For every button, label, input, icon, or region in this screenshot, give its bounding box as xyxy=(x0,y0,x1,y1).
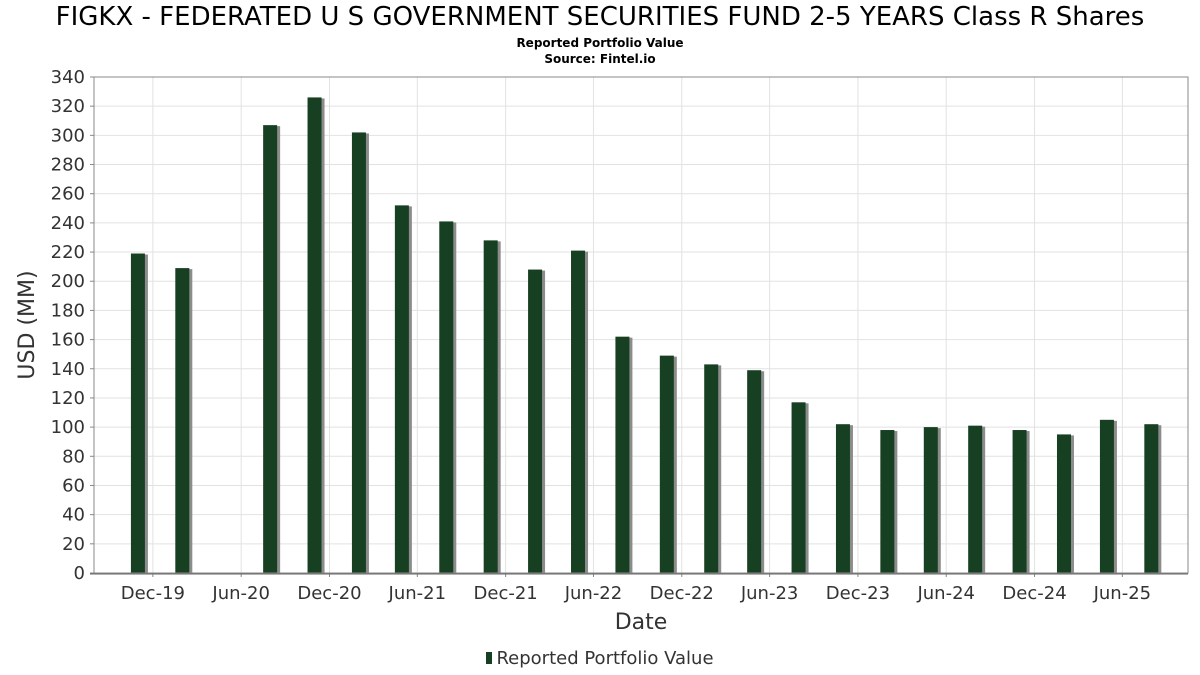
plot-frame xyxy=(93,76,1189,574)
bar xyxy=(1144,424,1159,573)
x-tick-label: Jun-22 xyxy=(564,583,623,604)
y-tick-label: 100 xyxy=(51,417,85,438)
chart-title: FIGKX - FEDERATED U S GOVERNMENT SECURIT… xyxy=(55,2,1145,32)
bar xyxy=(130,253,145,574)
bar xyxy=(968,425,983,573)
y-tick-label: 300 xyxy=(51,125,85,146)
x-tick-label: Jun-21 xyxy=(388,583,447,604)
bar xyxy=(923,427,938,573)
bar xyxy=(528,269,543,573)
bar xyxy=(307,97,322,574)
x-tick-label: Jun-24 xyxy=(916,583,975,604)
x-tick-label: Jun-20 xyxy=(211,583,270,604)
x-tick-label: Dec-22 xyxy=(650,583,714,604)
y-axis-label: USD (MM) xyxy=(15,270,40,379)
bar xyxy=(1099,419,1114,573)
y-tick-label: 200 xyxy=(51,271,85,292)
y-tick-label: 120 xyxy=(51,388,85,409)
x-tick-label: Jun-23 xyxy=(740,583,799,604)
bar xyxy=(791,402,806,573)
y-tick-label: 220 xyxy=(51,242,85,263)
x-tick-label: Dec-19 xyxy=(121,583,185,604)
bar xyxy=(1056,434,1071,573)
bar xyxy=(175,268,190,573)
y-tick-label: 20 xyxy=(62,534,85,555)
bar xyxy=(835,424,850,573)
bar xyxy=(394,205,409,573)
x-axis-label: Date xyxy=(615,610,668,635)
y-tick-label: 340 xyxy=(51,67,85,88)
axis-layer: 0 20 40 60 80 100 120 140 160 180 200 220 240 260 280 3… xyxy=(51,67,1189,604)
bar xyxy=(263,125,278,573)
bar-layer xyxy=(130,97,1162,574)
x-tick-label: Dec-21 xyxy=(474,583,538,604)
y-tick-label: 60 xyxy=(62,475,85,496)
legend: Reported Portfolio Value xyxy=(0,648,1200,669)
x-tick-label: Jun-25 xyxy=(1093,583,1152,604)
bar xyxy=(615,336,630,573)
bar xyxy=(747,370,762,573)
y-tick-label: 280 xyxy=(51,155,85,176)
bar xyxy=(704,364,719,573)
y-tick-label: 160 xyxy=(51,330,85,351)
chart-source: Source: Fintel.io xyxy=(544,52,656,66)
bar xyxy=(880,430,895,573)
x-tick-label: Dec-20 xyxy=(297,583,361,604)
x-tick-label: Dec-24 xyxy=(1002,583,1066,604)
bar xyxy=(659,355,674,573)
y-tick-label: 180 xyxy=(51,300,85,321)
bar xyxy=(571,250,586,573)
x-tick-label: Dec-23 xyxy=(826,583,890,604)
y-tick-label: 260 xyxy=(51,184,85,205)
legend-label: Reported Portfolio Value xyxy=(496,648,714,669)
bar xyxy=(1012,430,1027,573)
bar xyxy=(439,221,454,573)
y-tick-label: 140 xyxy=(51,359,85,380)
y-tick-label: 0 xyxy=(74,563,85,584)
y-tick-label: 320 xyxy=(51,96,85,117)
chart-subtitle: Reported Portfolio Value xyxy=(516,36,684,50)
legend-swatch xyxy=(486,652,493,664)
y-tick-label: 240 xyxy=(51,213,85,234)
bar xyxy=(483,240,498,573)
bar xyxy=(351,132,366,573)
y-tick-label: 40 xyxy=(62,505,85,526)
y-tick-label: 80 xyxy=(62,446,85,467)
